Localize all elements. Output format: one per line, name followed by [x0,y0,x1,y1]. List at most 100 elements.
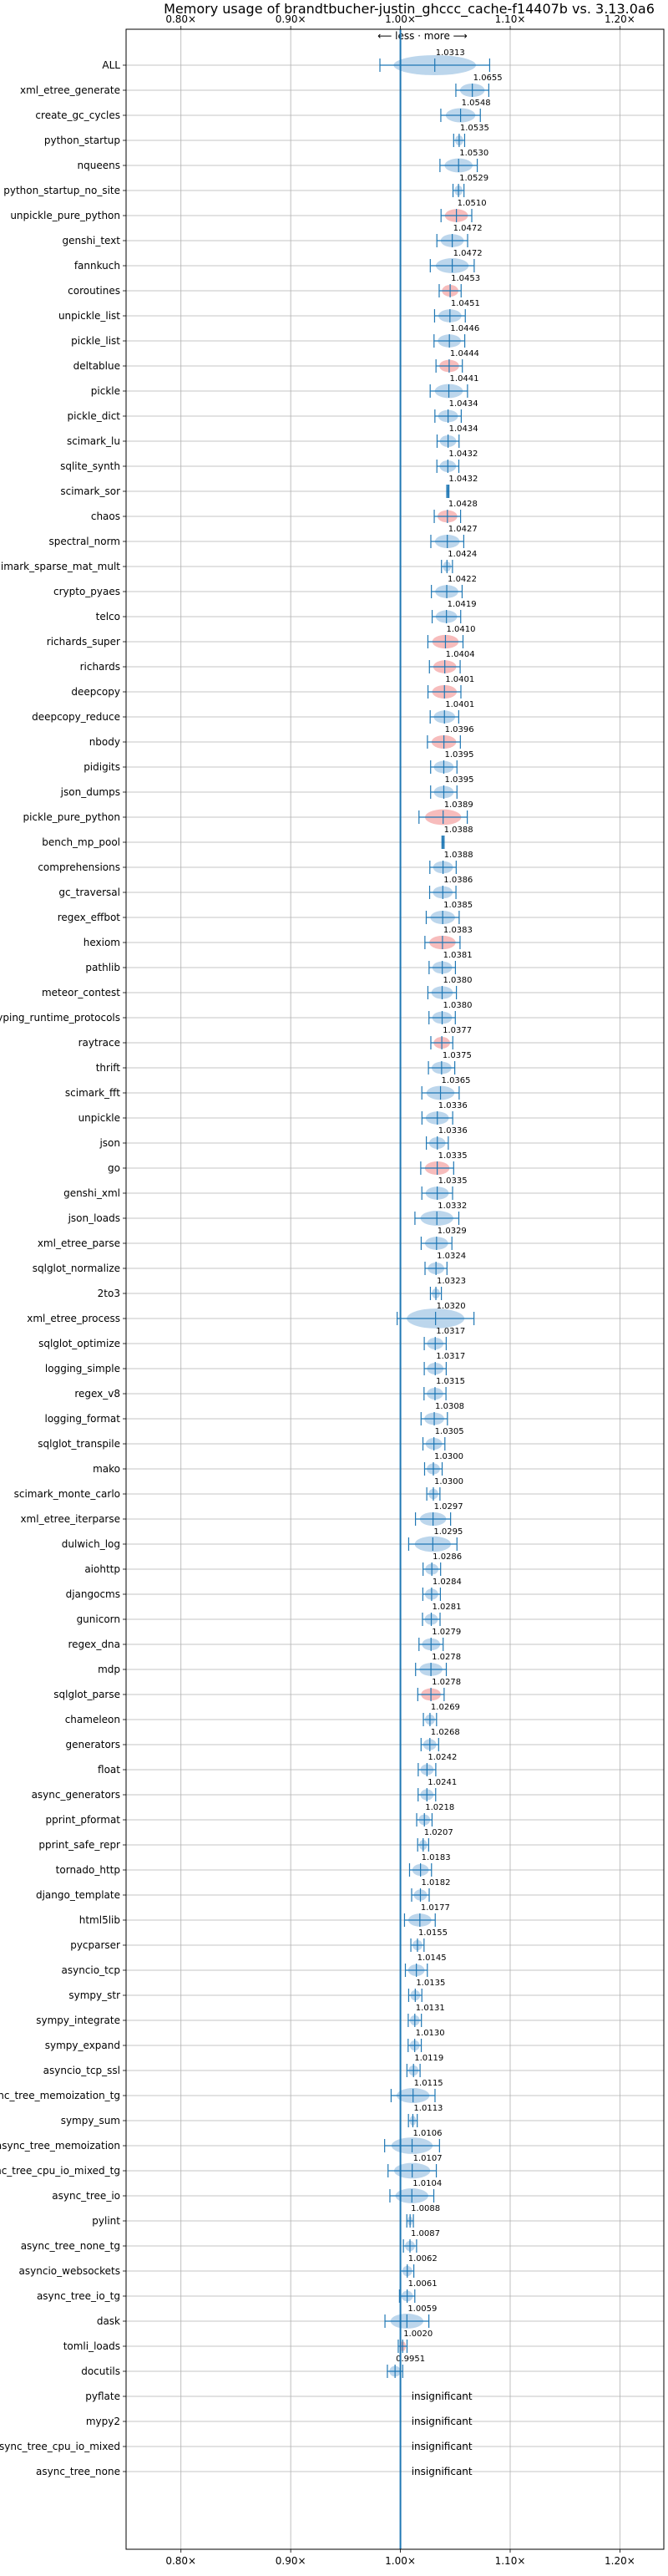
value-label: 1.0388 [444,826,473,835]
benchmark-label: meteor_contest [42,987,120,998]
benchmark-label: gunicorn [77,1613,120,1625]
value-label: 1.0182 [421,1878,450,1888]
benchmark-label: async_generators [32,1789,120,1801]
value-label: 1.0295 [433,1527,463,1537]
value-label: 1.0278 [432,1678,461,1687]
benchmark-label: asyncio_tcp [61,1964,120,1976]
insignificant-label: insignificant [412,2466,473,2477]
value-label: 1.0548 [462,99,491,108]
benchmark-label: xml_etree_generate [20,84,120,96]
value-label: 1.0419 [448,600,477,609]
value-label: 1.0389 [444,800,473,810]
benchmark-label: sympy_integrate [36,2015,120,2026]
value-label: 1.0451 [451,299,480,308]
benchmark-label: pickle_list [71,335,120,347]
value-label: 1.0380 [443,1001,473,1010]
value-label: 1.0530 [459,149,488,158]
value-label: 1.0313 [436,48,465,58]
benchmark-label: tornado_http [56,1864,120,1876]
benchmark-label: 2to3 [98,1288,120,1299]
benchmark-label: xml_etree_parse [38,1237,120,1249]
benchmark-label: genshi_xml [63,1187,120,1199]
benchmark-label: telco [96,611,120,622]
value-label: 1.0020 [403,2330,433,2339]
benchmark-label: bench_mp_pool [42,836,120,848]
benchmark-label: sympy_str [68,1989,120,2001]
x-tick-label-top: 1.20× [605,13,635,25]
x-tick-label-top: 0.80× [165,13,196,25]
value-label: 1.0308 [435,1402,464,1411]
value-label: 1.0510 [458,199,487,208]
benchmark-label: scimark_lu [67,435,120,447]
value-label: 1.0453 [451,274,480,283]
value-label: 1.0278 [432,1653,461,1662]
benchmark-label: async_tree_memoization [0,2140,120,2152]
benchmark-label: pycparser [70,1939,120,1951]
benchmark-label: aiohttp [84,1563,120,1575]
value-label: 1.0388 [444,851,473,860]
axis-layer: 0.80× 0.80× 0.90× 0.90× 1.00× 1.00× 1.10× 1.10×… [0,13,635,2567]
value-label: 1.0183 [422,1853,451,1862]
value-label: 1.0444 [450,349,479,358]
value-label: 1.0305 [435,1427,464,1436]
benchmark-label: unpickle_list [58,310,120,322]
value-label: 1.0434 [449,399,478,409]
value-label: 1.0401 [445,700,474,709]
benchmark-label: deepcopy_reduce [32,711,120,723]
value-label: 1.0317 [436,1327,465,1336]
value-label: 1.0336 [438,1126,468,1136]
value-label: 1.0535 [460,124,489,133]
insignificant-label: insignificant [412,2441,473,2452]
benchmark-label: typing_runtime_protocols [0,1012,120,1024]
benchmark-label: asyncio_tcp_ssl [43,2065,120,2076]
benchmark-label: regex_effbot [58,912,121,923]
value-label: 1.0268 [431,1728,460,1737]
benchmark-label: djangocms [66,1588,120,1600]
value-label: 1.0441 [450,374,479,384]
value-label: 1.0135 [416,1979,445,1988]
benchmark-label: dask [97,2315,120,2327]
benchmark-label: async_tree_none_tg [21,2240,120,2252]
value-label: 1.0317 [436,1352,465,1361]
value-label: 1.0131 [416,2004,445,2013]
value-label: 1.0529 [459,174,488,183]
benchmark-label: pyflate [85,2391,120,2402]
benchmark-label: pathlib [85,962,120,973]
benchmark-label: logging_format [44,1413,120,1425]
benchmark-label: sqlite_synth [60,460,120,472]
benchmark-label: nbody [89,736,120,748]
value-label: 1.0446 [450,324,479,333]
value-label: 1.0107 [413,2154,443,2163]
benchmark-label: pidigits [84,761,120,773]
value-label: 1.0335 [438,1151,468,1161]
value-label: 1.0395 [444,750,473,760]
value-label: 1.0284 [433,1578,462,1587]
value-label: 1.0323 [437,1277,466,1286]
benchmark-label: sqlglot_parse [53,1689,120,1700]
value-label: 1.0424 [448,550,477,559]
benchmark-label: richards_super [47,636,120,648]
value-label: 1.0401 [445,675,474,684]
value-label: 1.0428 [448,500,478,509]
benchmark-label: docutils [81,2365,120,2377]
value-label: 1.0061 [408,2279,438,2289]
value-label: 1.0286 [433,1552,462,1562]
value-label: 1.0422 [448,575,477,584]
value-label: 1.0434 [449,424,478,434]
benchmark-label: sqlglot_transpile [38,1438,120,1450]
value-label: 1.0207 [424,1828,453,1837]
benchmark-label: xml_etree_process [27,1313,120,1324]
value-label: 1.0410 [446,625,475,634]
benchmark-label: html5lib [79,1914,120,1926]
benchmark-label: mdp [98,1664,120,1675]
benchmark-label: mako [93,1463,120,1475]
benchmark-label: async_tree_memoization_tg [0,2090,120,2101]
benchmark-label: generators [65,1739,120,1750]
value-label: 1.0427 [448,525,478,534]
benchmark-label: coroutines [68,285,120,297]
benchmark-label: async_tree_io [52,2190,120,2202]
benchmark-label: crypto_pyaes [53,586,120,597]
value-label: 1.0113 [413,2104,443,2113]
value-label: 1.0320 [437,1302,466,1311]
